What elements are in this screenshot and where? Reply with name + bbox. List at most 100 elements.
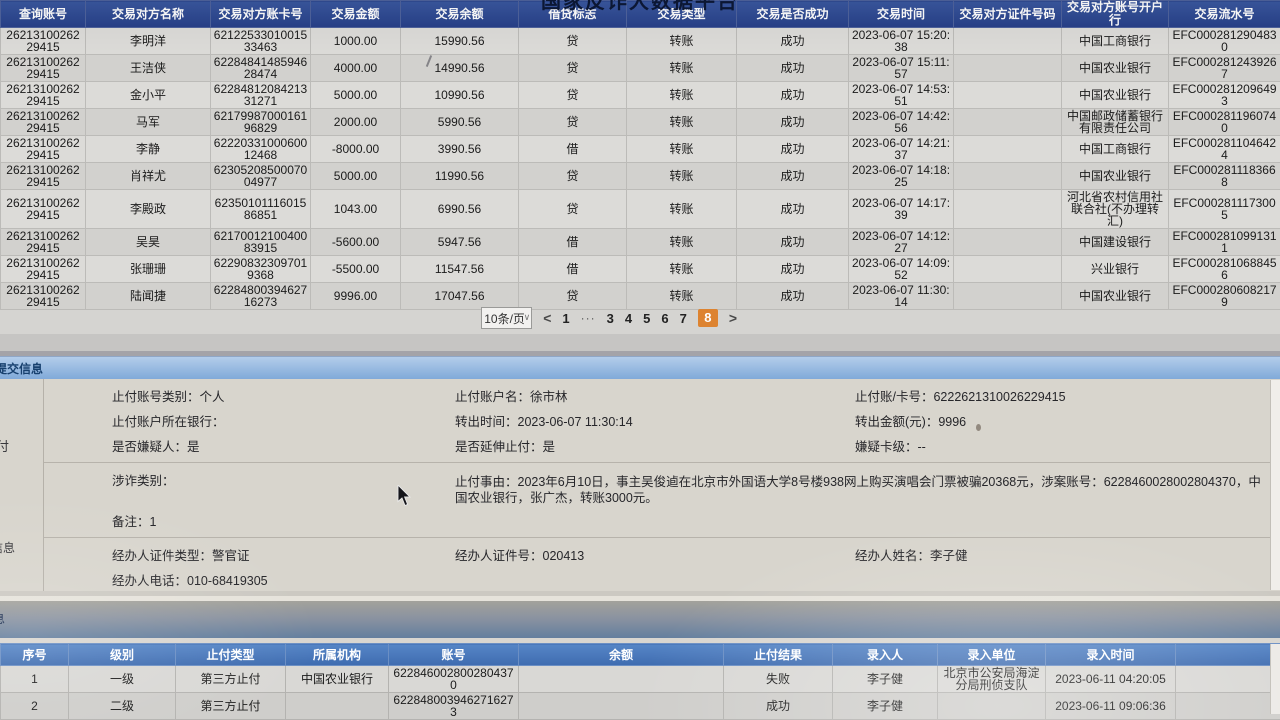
form-field: 止付账户名：徐市林	[455, 390, 568, 404]
table-row: 2621310026229415 马军 6217998700016196829 200…	[0, 108, 1280, 136]
table-row: 2621310026229415 王洁侠 6228484148594628474 40…	[0, 54, 1280, 82]
table-cell	[285, 692, 389, 720]
column-header	[1175, 643, 1280, 666]
scrollbar-vertical-bottom[interactable]	[1270, 644, 1280, 714]
table-cell: 1000.00	[310, 27, 401, 55]
page-button[interactable]: 7	[679, 310, 687, 326]
table-cell: 2023-06-07 15:11:57	[848, 54, 954, 82]
table-cell: 金小平	[85, 81, 211, 109]
page-button[interactable]: 6	[661, 310, 669, 326]
table-cell: 6217001210040083915	[210, 228, 311, 256]
table-cell: 中国农业银行	[1061, 81, 1169, 109]
table-cell: 马军	[85, 108, 211, 136]
prev-page-button[interactable]: <	[543, 310, 552, 326]
column-header: 止付结果	[723, 643, 833, 666]
table-cell	[953, 54, 1062, 82]
table-cell	[1175, 665, 1280, 693]
form-row: 经办人电话：010-68419305	[112, 569, 1280, 591]
table-row: 2621310026229415 李静 6222033100060012468 -80…	[0, 135, 1280, 163]
header-row: 查询账号 交易对方名称 交易对方账卡号 交易金额 交易余额 借贷标志 交易类型 交易是否成功交…	[0, 0, 1280, 28]
table-cell: 2023-06-07 14:42:56	[848, 108, 954, 136]
table-cell: 2023-06-07 11:30:14	[848, 282, 954, 310]
submit-info-panel: 付 信息 止付账号类别：个人 止付账户名：徐市林 止付账/卡号：6222621310…	[0, 379, 1280, 591]
table-cell: 6228480039462716273	[210, 282, 311, 310]
form-field: 备注：1	[112, 515, 157, 529]
form-row: 是否嫌疑人：是 是否延伸止付：是 嫌疑卡级：--	[112, 435, 1280, 460]
table-cell: 15990.56	[400, 27, 519, 55]
page-button[interactable]: 1	[562, 310, 570, 326]
table-cell: 5000.00	[310, 162, 401, 190]
table-cell: 李静	[85, 135, 211, 163]
form-field: 止付账户所在银行：	[112, 415, 225, 429]
table-cell	[953, 189, 1062, 229]
table-cell: 成功	[736, 189, 849, 229]
table-cell: 6212253301001533463	[210, 27, 311, 55]
page-size-select[interactable]: 10条/页 ∨	[481, 307, 533, 329]
table-cell: 李子健	[832, 665, 938, 693]
column-header: 录入时间	[1045, 643, 1176, 666]
table-cell: 6222033100060012468	[210, 135, 311, 163]
form-row: 涉诈类别： 止付事由：2023年6月10日，事主吴俊逌在北京市外国语大学8号楼93…	[112, 469, 1280, 510]
form-field: 经办人电话：010-68419305	[112, 574, 268, 588]
table-cell: -5500.00	[310, 255, 401, 283]
table-cell: 2023-06-07 14:12:27	[848, 228, 954, 256]
table-cell: EFC0002811046424	[1168, 135, 1280, 163]
table-cell: 李子健	[832, 692, 938, 720]
table-cell: 中国工商银行	[1061, 27, 1169, 55]
next-page-button[interactable]: >	[728, 310, 737, 326]
table-cell: 2621310026229415	[0, 135, 86, 163]
table-cell: 转账	[626, 282, 737, 310]
table-cell: 11990.56	[400, 162, 519, 190]
page-button[interactable]: 4	[624, 310, 633, 326]
gap-band	[0, 334, 1280, 356]
pagination-ellipsis[interactable]: ···	[580, 311, 596, 325]
gutter-label-fragment-middle: 信息	[0, 541, 16, 555]
column-header: 止付类型	[175, 643, 286, 666]
form-field: 止付账/卡号：6222621310026229415	[855, 390, 1066, 404]
form-field: 是否嫌疑人：是	[112, 440, 200, 454]
table-cell: 成功	[736, 54, 849, 82]
column-header: 录入单位	[937, 643, 1046, 666]
column-header: 交易对方证件号码	[953, 0, 1062, 28]
table-cell: 第三方止付	[175, 692, 286, 720]
table-cell: 成功	[736, 27, 849, 55]
light-strip-2	[0, 638, 1280, 643]
table-cell: -5600.00	[310, 228, 401, 256]
form-section: 止付账号类别：个人 止付账户名：徐市林 止付账/卡号：622262131002622…	[44, 379, 1280, 462]
page-button[interactable]: 3	[606, 310, 614, 326]
table-cell: 6228484148594628474	[210, 54, 311, 82]
page-button-active[interactable]: 8	[697, 309, 718, 327]
table-cell: 成功	[736, 108, 849, 136]
table-cell: 贷	[518, 282, 627, 310]
column-header: 录入人	[832, 643, 938, 666]
column-header: 交易对方账卡号	[210, 0, 311, 28]
stop-payment-table-wrap: 序号 级别 止付类型 所属机构 账号 余额 止付结果 录入人 录入单位 录入时间 1 一级 第三方止付中…	[0, 643, 1280, 720]
table-cell: 11547.56	[400, 255, 519, 283]
table-row: 2 二级 第三方止付 6228480039462716273 成功 李子健 2023-06-…	[0, 692, 1280, 720]
table-cell	[1175, 692, 1280, 720]
table-cell: 2023-06-11 04:20:05	[1045, 665, 1176, 693]
table-cell	[953, 162, 1062, 190]
light-strip	[0, 596, 1280, 601]
table-cell: 2621310026229415	[0, 255, 86, 283]
form-field: 转出时间：2023-06-07 11:30:14	[455, 415, 633, 429]
form-section: 涉诈类别： 止付事由：2023年6月10日，事主吴俊逌在北京市外国语大学8号楼93…	[44, 463, 1280, 537]
table-cell: 河北省农村信用社联合社(不办理转汇)	[1061, 189, 1169, 229]
column-header: 交易金额	[310, 0, 401, 28]
table-cell: 9996.00	[310, 282, 401, 310]
table-cell: 成功	[736, 162, 849, 190]
page-button[interactable]: 5	[643, 310, 651, 326]
table-cell	[953, 282, 1062, 310]
table-cell: 中国农业银行	[1061, 162, 1169, 190]
table-cell: 2621310026229415	[0, 228, 86, 256]
column-header: 交易余额	[400, 0, 519, 28]
table-cell: 转账	[626, 189, 737, 229]
scrollbar-vertical-form[interactable]	[1270, 380, 1280, 590]
table-cell	[953, 135, 1062, 163]
table-cell: 借	[518, 135, 627, 163]
table-cell: 6990.56	[400, 189, 519, 229]
form-field: 止付事由：2023年6月10日，事主吴俊逌在北京市外国语大学8号楼938网上购买…	[455, 475, 1261, 505]
table-cell: 2023-06-07 14:53:51	[848, 81, 954, 109]
column-header: 级别	[68, 643, 176, 666]
